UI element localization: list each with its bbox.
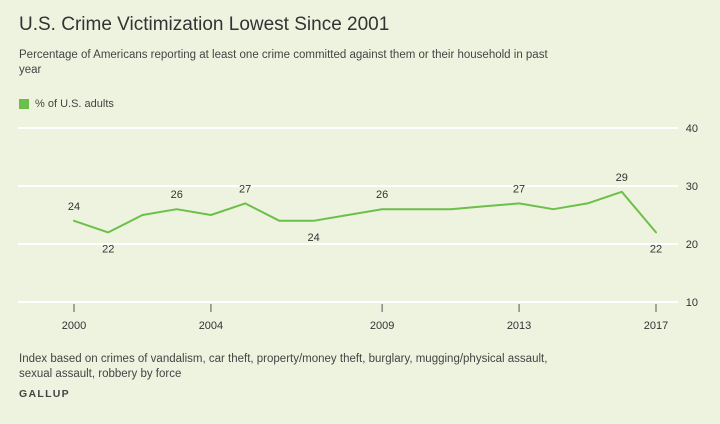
data-label-2013: 27 [513, 183, 525, 195]
x-tick-label-2004: 2004 [199, 320, 223, 332]
data-label-2009: 26 [376, 189, 388, 201]
data-label-2017: 22 [650, 243, 662, 255]
chart-subtitle: Percentage of Americans reporting at lea… [19, 49, 548, 76]
data-label-2016: 29 [616, 172, 628, 184]
y-tick-label-30: 30 [686, 181, 698, 193]
x-tick-label-2013: 2013 [507, 320, 531, 332]
legend-swatch [19, 99, 29, 109]
chart-note: Index based on crimes of vandalism, car … [19, 353, 548, 380]
data-label-2001: 22 [102, 243, 114, 255]
data-label-2007: 24 [308, 232, 320, 244]
x-tick-label-2009: 2009 [370, 320, 394, 332]
y-tick-label-20: 20 [686, 239, 698, 251]
chart-title: U.S. Crime Victimization Lowest Since 20… [19, 14, 390, 35]
y-tick-label-40: 40 [686, 123, 698, 135]
source-label: GALLUP [19, 388, 70, 400]
x-tick-label-2000: 2000 [62, 320, 86, 332]
data-label-2005: 27 [239, 183, 251, 195]
data-label-2000: 24 [68, 201, 80, 213]
legend: % of U.S. adults [19, 98, 114, 110]
y-tick-label-10: 10 [686, 297, 698, 309]
series-line-0 [73, 190, 657, 234]
x-tick-label-2017: 2017 [644, 320, 668, 332]
data-label-2003: 26 [171, 189, 183, 201]
legend-label: % of U.S. adults [35, 98, 114, 110]
